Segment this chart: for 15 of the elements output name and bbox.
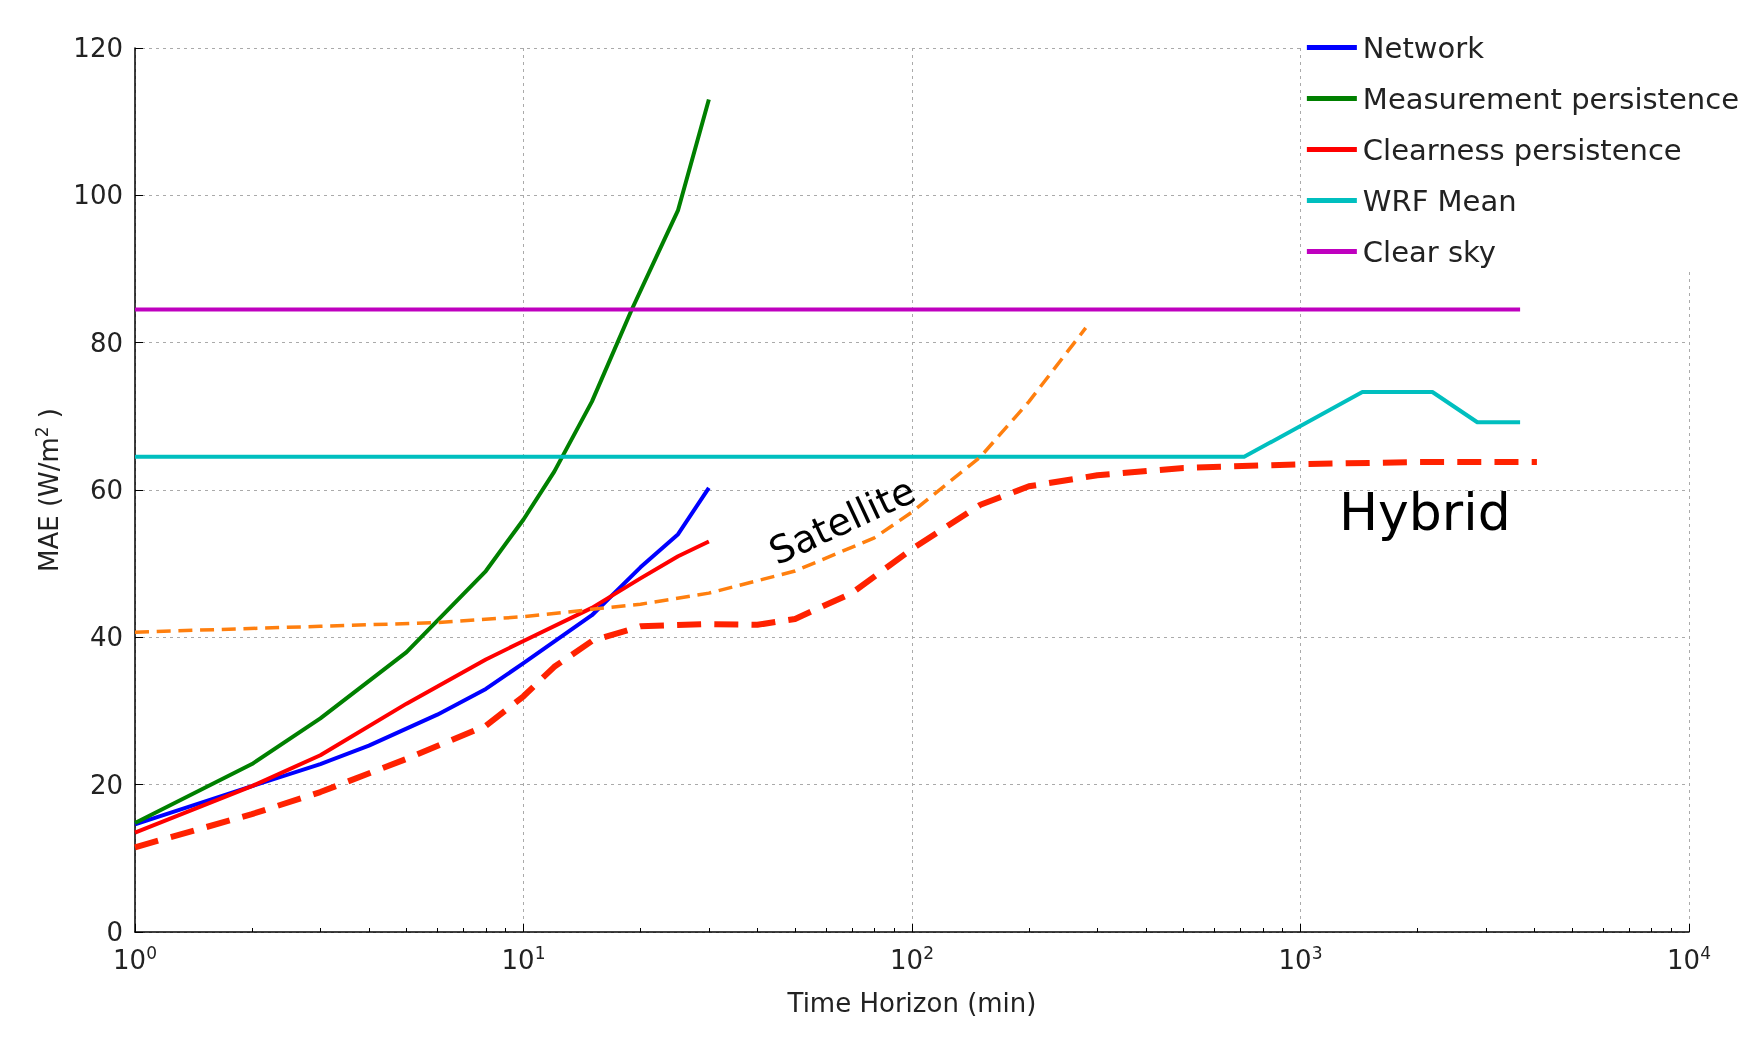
legend-label: Measurement persistence xyxy=(1362,81,1739,116)
legend-label: Clear sky xyxy=(1362,234,1496,269)
y-tick-label: 80 xyxy=(89,327,123,358)
y-axis-title: MAE (W/m2 ) xyxy=(32,407,65,573)
legend-label: Network xyxy=(1362,30,1485,65)
y-tick-label: 0 xyxy=(106,917,123,947)
legend-label: WRF Mean xyxy=(1362,183,1517,218)
x-axis-title: Time Horizon (min) xyxy=(786,988,1037,1018)
y-tick-label: 60 xyxy=(89,475,123,505)
legend-label: Clearness persistence xyxy=(1362,132,1682,167)
annotation: Hybrid xyxy=(1338,482,1511,543)
y-tick-label: 20 xyxy=(89,769,123,800)
y-tick-label: 40 xyxy=(89,622,123,653)
y-tick-label: 120 xyxy=(73,33,123,63)
y-tick-label: 100 xyxy=(73,180,123,211)
